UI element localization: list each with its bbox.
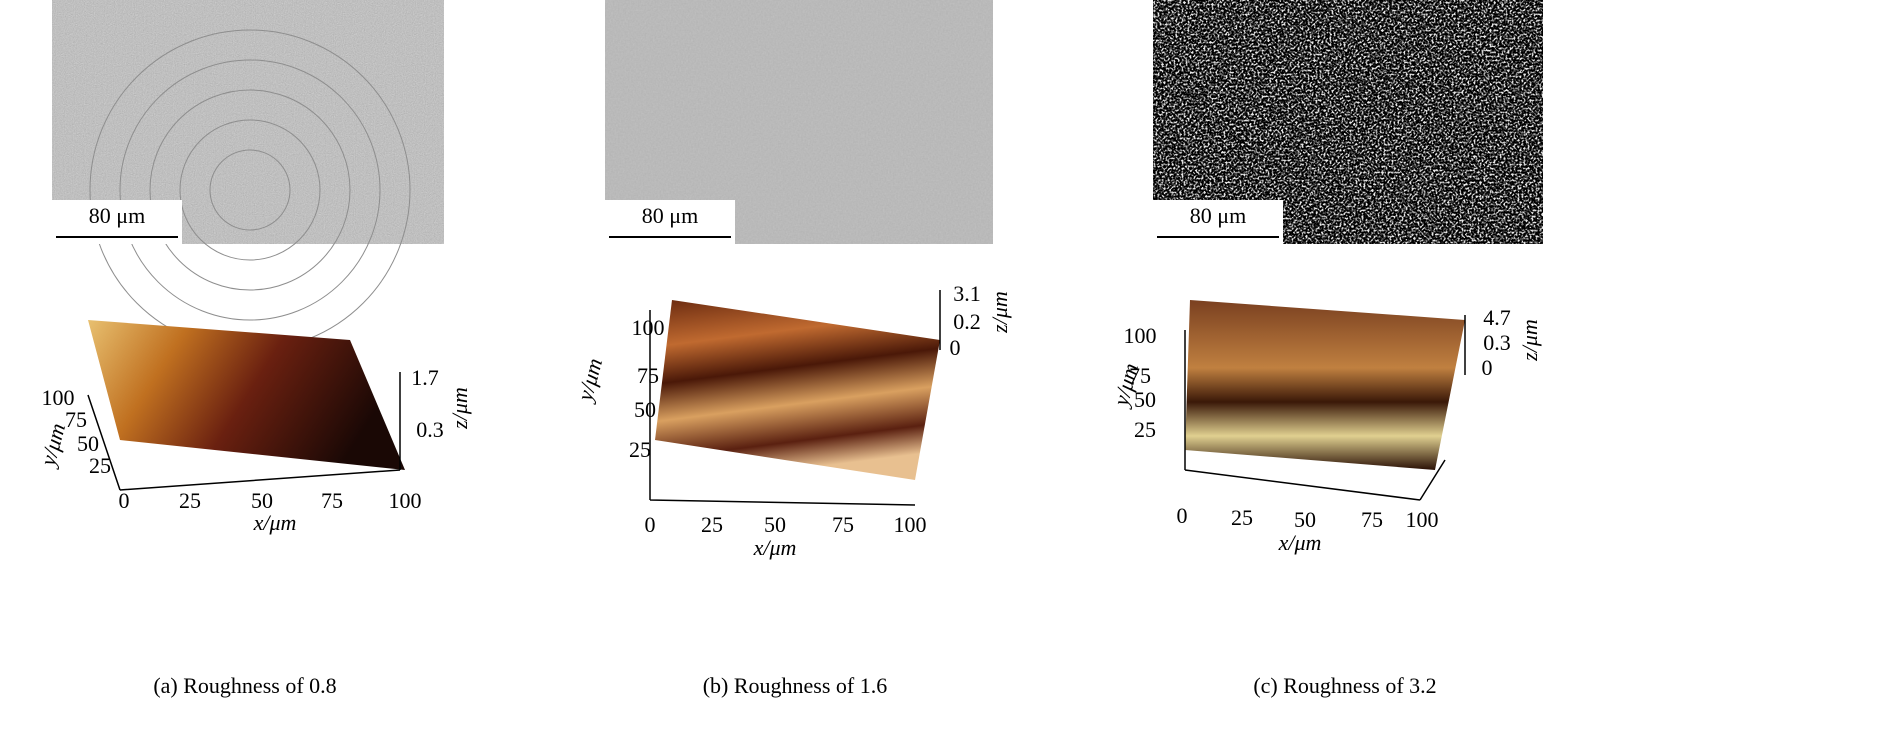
x-axis-label: x/μm [1278, 530, 1322, 555]
panel: 80 μm0 25 50 75 10025507510000.23.1x/μmy/μmz… [571, 200, 1012, 698]
scale-bar-label: 80 μm [1190, 203, 1246, 228]
x-tick-label: 25 [701, 512, 723, 537]
y-tick-label: 75 [637, 363, 659, 388]
caption: (b) Roughness of 1.6 [703, 673, 888, 698]
z-tick-label: 0.2 [953, 309, 981, 334]
x-tick-label: 0 [645, 512, 656, 537]
y-axis-label: y/μm [571, 355, 607, 405]
caption: (a) Roughness of 0.8 [153, 673, 336, 698]
x-tick-label: 0 [119, 488, 130, 513]
scale-bar-label: 80 μm [642, 203, 698, 228]
micrographs [52, 0, 1543, 351]
y-tick-label: 75 [1129, 363, 1151, 388]
x-tick-label: 50 [764, 512, 786, 537]
scale-bar-label: 80 μm [89, 203, 145, 228]
x-tick-label: 25 [1231, 505, 1253, 530]
x-axis-label: x/μm [253, 510, 297, 535]
axes [1184, 315, 1466, 501]
x-tick-label: 50 [1294, 507, 1316, 532]
z-tick-label: 0.3 [1483, 330, 1511, 355]
z-tick-label: 4.7 [1483, 305, 1511, 330]
y-tick-label: 25 [1134, 417, 1156, 442]
y-axis-label: y/μm [34, 420, 70, 470]
z-tick-label: 3.1 [953, 281, 981, 306]
axes [87, 372, 401, 491]
x-tick-label: 100 [894, 512, 927, 537]
caption: (c) Roughness of 3.2 [1253, 673, 1436, 698]
x-axis-label: x/μm [753, 535, 797, 560]
panel: 80 μm0 25 50 75 10025507510000.34.7x/μmy/μmz… [1107, 200, 1542, 698]
y-tick-label: 75 [65, 407, 87, 432]
surface [88, 320, 405, 470]
z-tick-label: 0.3 [416, 417, 444, 442]
y-tick-label: 50 [77, 431, 99, 456]
y-tick-label: 100 [1124, 323, 1157, 348]
surface [655, 300, 940, 480]
y-tick-label: 50 [1134, 387, 1156, 412]
x-tick-label: 0 [1177, 503, 1188, 528]
y-tick-label: 100 [632, 315, 665, 340]
z-axis-label: z/μm [1517, 319, 1542, 362]
z-tick-label: 1.7 [411, 365, 439, 390]
axes [649, 290, 941, 506]
x-tick-label: 75 [832, 512, 854, 537]
x-tick-label: 75 [321, 488, 343, 513]
x-tick-label: 50 [251, 488, 273, 513]
z-axis-label: z/μm [987, 291, 1012, 334]
z-tick-label: 0 [1482, 355, 1493, 380]
x-tick-label: 75 [1361, 507, 1383, 532]
z-tick-label: 0 [950, 335, 961, 360]
x-tick-label: 100 [389, 488, 422, 513]
x-tick-label: 100 [1406, 507, 1439, 532]
y-tick-label: 25 [89, 453, 111, 478]
surface [1185, 300, 1465, 470]
y-tick-label: 50 [634, 397, 656, 422]
y-tick-label: 25 [629, 437, 651, 462]
x-tick-label: 25 [179, 488, 201, 513]
y-tick-label: 100 [42, 385, 75, 410]
z-axis-label: z/μm [447, 387, 472, 430]
panel: 80 μm0 25 50 75 1002550751000.31.7x/μmy/μmz/… [34, 200, 472, 698]
